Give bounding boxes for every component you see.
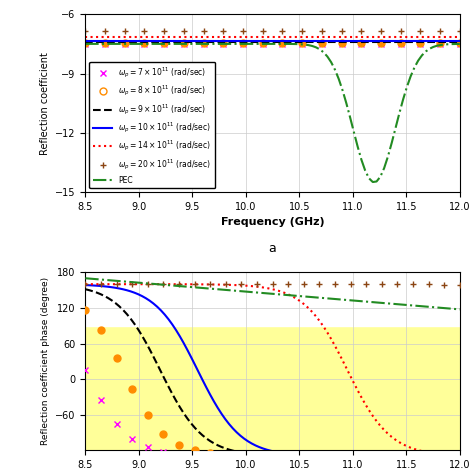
Legend: $\omega_p =7\times10^{11}$ (rad/sec), $\omega_p =8\times10^{11}$ (rad/sec), $\om: $\omega_p =7\times10^{11}$ (rad/sec), $\… <box>89 62 215 188</box>
X-axis label: Frequency (GHz): Frequency (GHz) <box>221 218 324 228</box>
Text: a: a <box>269 242 276 255</box>
Y-axis label: Reflection coefficient: Reflection coefficient <box>39 52 50 155</box>
Y-axis label: Reflection coefficient phase (degree): Reflection coefficient phase (degree) <box>41 277 50 446</box>
